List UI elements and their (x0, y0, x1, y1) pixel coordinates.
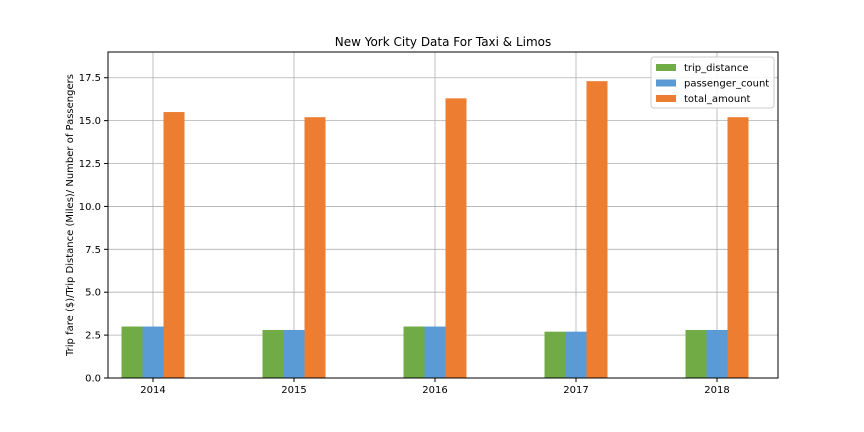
bar-trip-distance-2018 (685, 329, 707, 378)
y-tick-label: 15.0 (79, 116, 101, 127)
legend: trip_distance passenger_count total_amount (650, 56, 775, 109)
y-tick-label: 2.5 (85, 331, 101, 342)
ticks-layer: 0.0 2.5 5.0 7.5 10.0 12.5 15.0 17.5 2014 2015 2016… (79, 73, 730, 396)
y-tick-label: 5.0 (85, 288, 101, 299)
x-tick-label: 2016 (422, 385, 447, 396)
plot-frame (107, 51, 779, 379)
bar-total-amount-2017 (586, 81, 608, 378)
bars-layer (121, 81, 749, 378)
bar-trip-distance-2016 (403, 326, 425, 378)
grid-layer (108, 52, 778, 379)
bar-trip-distance-2015 (262, 329, 284, 378)
y-tick-label: 12.5 (79, 159, 101, 170)
x-tick-label: 2014 (140, 385, 165, 396)
x-tick-label: 2018 (704, 385, 729, 396)
legend-swatch-trip-distance (656, 64, 676, 71)
y-tick-label: 0.0 (85, 374, 101, 385)
bar-trip-distance-2017 (544, 331, 566, 378)
legend-swatch-passenger-count (656, 79, 676, 87)
bar-passenger-count-2018 (706, 329, 728, 378)
legend-box (650, 56, 775, 109)
bar-total-amount-2014 (163, 112, 185, 378)
legend-label-passenger-count: passenger_count (684, 79, 769, 90)
legend-label-total-amount: total_amount (684, 94, 751, 105)
y-tick-label: 7.5 (85, 245, 101, 256)
bar-total-amount-2016 (445, 98, 467, 378)
bar-passenger-count-2016 (424, 326, 446, 378)
x-tick-label: 2017 (563, 385, 588, 396)
chart-title: New York City Data For Taxi & Limos (335, 35, 552, 49)
y-axis-label: Trip fare ($)/Trip Distance (Miles)/ Num… (65, 74, 76, 357)
y-tick-label: 17.5 (79, 73, 101, 84)
bar-total-amount-2018 (727, 117, 749, 378)
bar-passenger-count-2014 (142, 326, 164, 378)
bar-passenger-count-2015 (283, 329, 305, 378)
bar-trip-distance-2014 (121, 326, 143, 378)
legend-swatch-total-amount (656, 95, 676, 102)
x-tick-label: 2015 (281, 385, 306, 396)
legend-label-trip-distance: trip_distance (684, 63, 749, 74)
y-tick-label: 10.0 (79, 202, 101, 213)
bar-passenger-count-2017 (565, 331, 587, 378)
bar-total-amount-2015 (304, 117, 326, 378)
